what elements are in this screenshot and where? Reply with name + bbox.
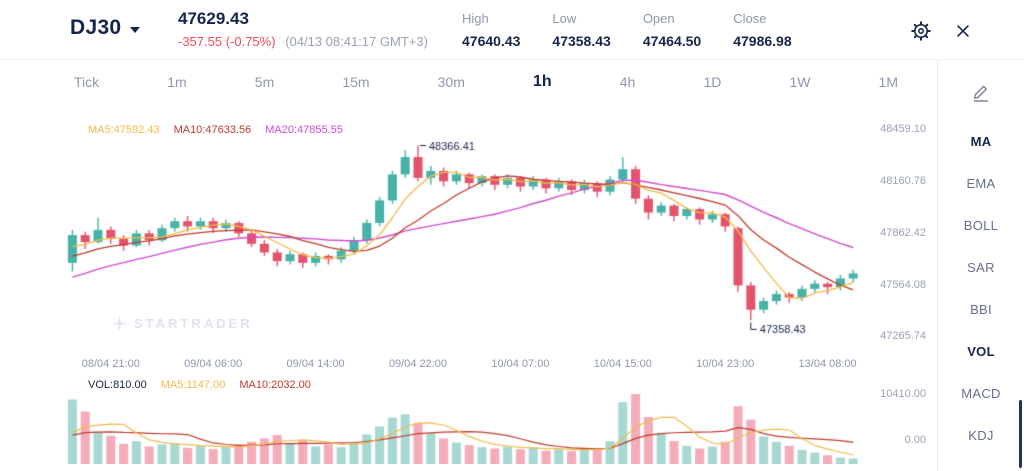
indicator-rail: MA EMA BOLL SAR BBI VOL MACD KDJ	[937, 60, 1024, 471]
timeframe-tab-1month[interactable]: 1M	[875, 72, 902, 92]
volume-axis-max: 10410.00	[880, 388, 926, 400]
time-axis-label: 10/04 23:00	[696, 358, 755, 370]
price-change: -357.55 (-0.75%)	[178, 34, 276, 49]
settings-button[interactable]	[908, 18, 934, 44]
time-axis-label: 09/04 06:00	[184, 358, 243, 370]
header-actions	[908, 18, 974, 44]
stat-value: 47640.43	[462, 33, 521, 49]
stat-label: Open	[642, 11, 675, 26]
price-axis-label: 47564.08	[880, 278, 926, 291]
indicator-item-bbi[interactable]: BBI	[938, 288, 1024, 330]
time-axis-label: 09/04 14:00	[286, 358, 345, 370]
stat-value: 47986.98	[733, 33, 792, 49]
volume-overlay-labels: VOL:810.00 MA5:1147.00 MA10:2032.00	[88, 379, 311, 391]
change-row: -357.55 (-0.75%) (04/13 08:41:17 GMT+3)	[178, 34, 428, 49]
time-axis-label: 13/04 08:00	[798, 358, 857, 370]
volume-axis-min: 0.00	[904, 434, 926, 446]
indicator-item-ma[interactable]: MA	[938, 120, 1024, 162]
timeframe-tab-15min[interactable]: 15m	[338, 72, 373, 92]
timeframe-tab-1week[interactable]: 1W	[785, 72, 814, 92]
scrollbar-thumb[interactable]	[1019, 400, 1022, 468]
stat-label: Low	[552, 11, 577, 26]
indicator-item-sar[interactable]: SAR	[938, 246, 1024, 288]
ohlc-stats: High 47640.43 Low 47358.43 Open 47464.50…	[462, 11, 792, 49]
stat-low: Low 47358.43	[552, 11, 610, 49]
timeframe-tab-4hour[interactable]: 4h	[616, 72, 640, 92]
time-axis-label: 10/04 15:00	[593, 358, 652, 370]
stat-open: Open 47464.50	[643, 11, 701, 49]
time-axis-label: 09/04 22:00	[388, 358, 448, 370]
drawing-tools-button[interactable]	[971, 82, 991, 102]
indicator-item-macd[interactable]: MACD	[938, 372, 1024, 414]
time-axis-label: 08/04 21:00	[81, 358, 140, 370]
indicator-list: MA EMA BOLL SAR BBI VOL MACD KDJ	[938, 120, 1024, 456]
close-icon	[957, 25, 969, 37]
indicator-item-kdj[interactable]: KDJ	[938, 414, 1024, 456]
time-axis-label: 10/04 07:00	[491, 358, 550, 370]
pencil-icon	[973, 85, 989, 102]
stat-high: High 47640.43	[462, 11, 520, 49]
price-axis-label: 48160.76	[880, 175, 926, 188]
stat-label: Close	[733, 11, 767, 26]
volume-chart-canvas[interactable]	[0, 392, 868, 464]
price-block: 47629.43 -357.55 (-0.75%) (04/13 08:41:1…	[178, 9, 428, 49]
chart-header: DJ30 47629.43 -357.55 (-0.75%) (04/13 08…	[0, 0, 1024, 60]
price-axis-label: 47265.74	[880, 330, 926, 343]
timeframe-tab-1hour[interactable]: 1h	[529, 71, 556, 93]
stat-close: Close 47986.98	[733, 11, 791, 49]
indicator-item-ema[interactable]: EMA	[938, 162, 1024, 204]
timeframe-tab-1min[interactable]: 1m	[163, 72, 190, 92]
quote-timestamp: (04/13 08:41:17 GMT+3)	[285, 34, 428, 49]
chevron-down-icon	[130, 26, 141, 33]
vol-ma10-label: MA10:2032.00	[239, 379, 311, 391]
gear-icon	[911, 21, 931, 41]
vol-label: VOL:810.00	[88, 379, 147, 391]
symbol-name: DJ30	[70, 16, 122, 39]
indicator-item-vol[interactable]: VOL	[938, 330, 1024, 372]
vol-ma5-label: MA5:1147.00	[160, 379, 226, 391]
last-price: 47629.43	[178, 9, 249, 28]
timeframe-tab-5min[interactable]: 5m	[251, 72, 278, 92]
price-chart-canvas[interactable]	[0, 105, 868, 360]
price-axis-label: 47862.42	[880, 226, 926, 239]
symbol-selector[interactable]: DJ30	[70, 16, 141, 40]
time-axis: 08/04 21:00 09/04 06:00 09/04 14:00 09/04 2…	[0, 358, 868, 374]
timeframe-tab-1day[interactable]: 1D	[699, 72, 725, 92]
timeframe-tab-tick[interactable]: Tick	[70, 72, 103, 92]
close-button[interactable]	[952, 20, 974, 42]
stat-value: 47358.43	[552, 33, 611, 49]
timeframe-tabs: Tick 1m 5m 15m 30m 1h 4h 1D 1W 1M	[70, 62, 902, 102]
stat-value: 47464.50	[642, 33, 702, 49]
indicator-item-boll[interactable]: BOLL	[938, 204, 1024, 246]
stat-label: High	[462, 11, 489, 26]
timeframe-tab-30min[interactable]: 30m	[434, 72, 469, 92]
price-axis-label: 48459.10	[880, 123, 926, 136]
price-axis: 48459.10 48160.76 47862.42 47564.08 47265.74	[868, 105, 930, 360]
